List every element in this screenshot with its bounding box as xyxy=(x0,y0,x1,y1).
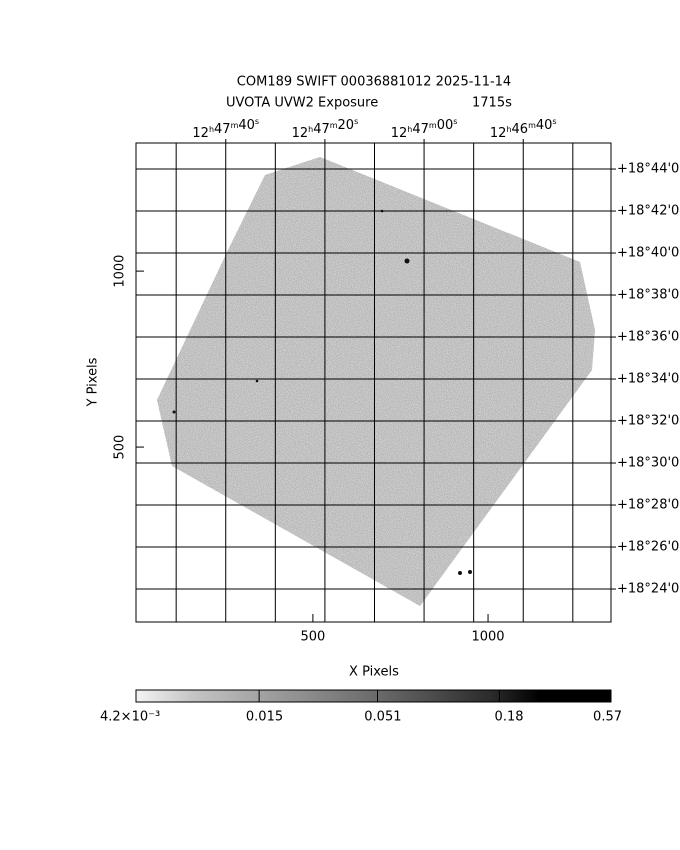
y-tick-label: 500 xyxy=(113,435,128,460)
colorbar-tick-label: 0.18 xyxy=(495,710,524,725)
y2-tick-label: +18°26'0 xyxy=(617,540,679,555)
colorbar-tick-label: 0.57 xyxy=(593,710,622,725)
y-tick-label: 1000 xyxy=(113,255,128,288)
source xyxy=(172,410,176,414)
source xyxy=(468,570,472,574)
y2-tick-label: +18°44'0 xyxy=(617,162,679,177)
x-axis-label: X Pixels xyxy=(349,665,399,680)
chart-title: COM189 SWIFT 00036881012 2025-11-14 xyxy=(237,75,511,90)
sky-image xyxy=(157,157,595,606)
x2-tick-label: 12h47m40s xyxy=(192,117,259,141)
exposure: 1715s xyxy=(472,96,512,111)
colorbar-tick-label: 0.015 xyxy=(246,710,283,725)
chart-subtitle: UVOTA UVW2 Exposure xyxy=(226,96,378,111)
y2-tick-label: +18°30'0 xyxy=(617,456,679,471)
x2-tick-label: 12h46m40s xyxy=(490,117,557,141)
y2-tick-label: +18°34'0 xyxy=(617,372,679,387)
y2-tick-label: +18°42'0 xyxy=(617,204,679,219)
source xyxy=(255,379,259,383)
colorbar xyxy=(135,689,612,703)
x-tick-label: 500 xyxy=(300,630,325,645)
source xyxy=(404,258,410,264)
colorbar-tick-label: 0.051 xyxy=(364,710,401,725)
x2-tick-label: 12h47m20s xyxy=(292,117,359,141)
y2-tick-label: +18°36'0 xyxy=(617,330,679,345)
y2-tick-label: +18°38'0 xyxy=(617,288,679,303)
y-axis-label: Y Pixels xyxy=(86,357,101,407)
y2-tick-label: +18°40'0 xyxy=(617,246,679,261)
source xyxy=(458,571,462,575)
x-tick-label: 1000 xyxy=(471,630,504,645)
y2-tick-label: +18°32'0 xyxy=(617,414,679,429)
y2-tick-label: +18°24'0 xyxy=(617,582,679,597)
x2-tick-label: 12h47m00s xyxy=(391,117,458,141)
plot-frame xyxy=(135,142,612,623)
sources xyxy=(172,209,472,575)
colorbar-tick-label: 4.2×10⁻³ xyxy=(100,710,160,725)
y2-tick-label: +18°28'0 xyxy=(617,498,679,513)
